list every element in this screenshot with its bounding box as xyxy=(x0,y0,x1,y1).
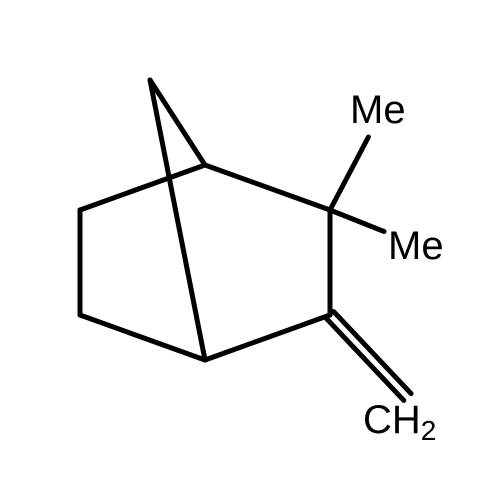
bond-c1-c2 xyxy=(205,165,330,210)
bond-c2-me2 xyxy=(330,210,384,231)
atom-label-me1: Me xyxy=(350,88,406,132)
bond-c2-me1 xyxy=(330,137,368,210)
atom-label-ch2: CH2 xyxy=(363,398,436,446)
molecule-diagram: Me Me CH2 xyxy=(0,0,500,500)
bond-c4-c5 xyxy=(80,315,205,360)
bond-c3-ch2-b xyxy=(334,312,411,394)
bond-c3-c4 xyxy=(205,315,330,360)
atom-label-me2: Me xyxy=(388,224,444,268)
bond-c3-ch2-a xyxy=(326,318,403,400)
bond-c6-c1 xyxy=(80,165,205,210)
